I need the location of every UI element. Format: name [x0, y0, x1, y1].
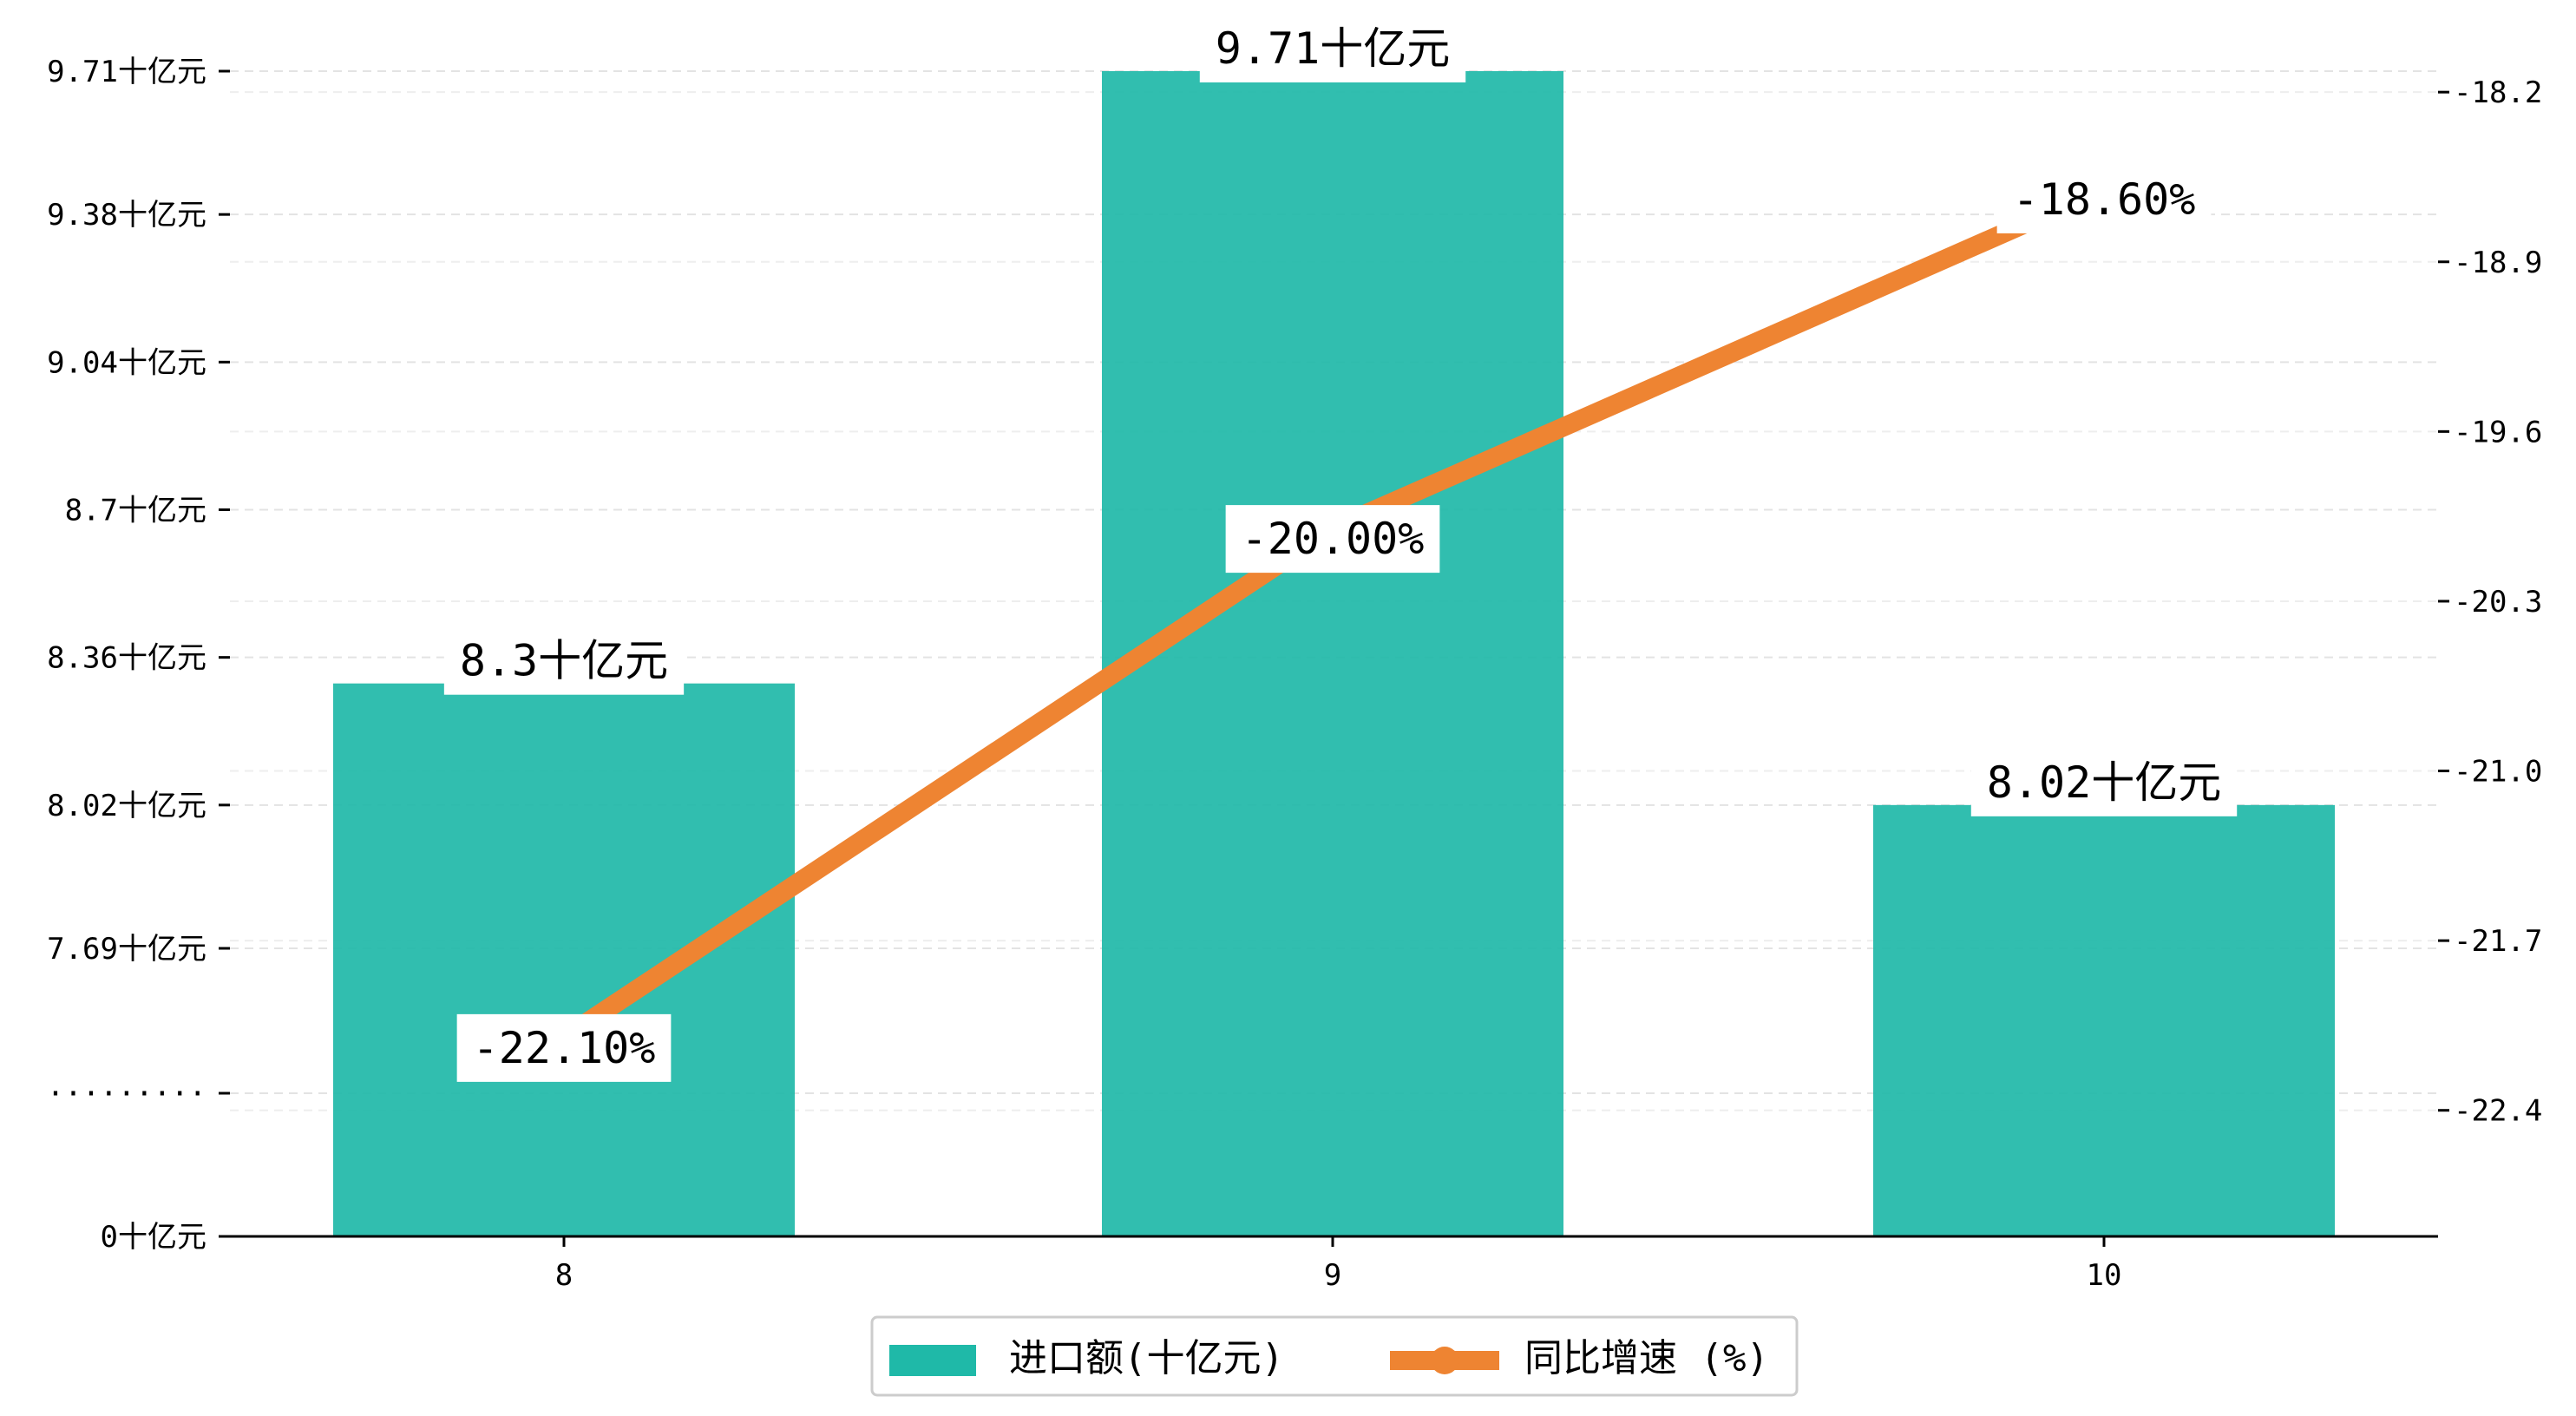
growth-value-label-9-box — [1225, 505, 1440, 574]
growth-value-label-10-box — [1996, 165, 2212, 233]
left-tick-label-1: ········· — [47, 1077, 206, 1111]
left-tick-label-2: 7.69十亿元 — [47, 932, 206, 967]
growth-value-label-8-box — [456, 1013, 672, 1082]
legend-box — [870, 1315, 1799, 1397]
right-tick-label-3: -20.3 — [2454, 585, 2542, 620]
left-tick-label-3: 8.02十亿元 — [47, 789, 206, 823]
bar-value-label-10-text: 8.02十亿元 — [1987, 757, 2221, 808]
right-tick-label-4: -19.6 — [2454, 415, 2542, 449]
bar-8 — [333, 683, 795, 1236]
left-tick-label-7: 9.38十亿元 — [47, 198, 206, 233]
growth-value-label-9-text: -20.00% — [1242, 514, 1425, 564]
bar-value-label-9: 9.71十亿元 — [1199, 15, 1466, 82]
growth-value-label-9: -20.00% — [1225, 505, 1440, 574]
bar-value-label-10: 8.02十亿元 — [1970, 748, 2238, 816]
left-tick-label-6: 9.04十亿元 — [47, 345, 206, 380]
bar-value-label-8-box — [443, 626, 685, 695]
bar-value-label-9-text: 9.71十亿元 — [1216, 23, 1450, 74]
bar-9 — [1102, 71, 1563, 1236]
x-tick-label-8: 8 — [555, 1258, 573, 1293]
growth-value-label-10-text: -18.60% — [2013, 174, 2196, 225]
bar-value-label-9-box — [1199, 15, 1466, 82]
bar-value-label-8-text: 8.3十亿元 — [460, 636, 668, 686]
legend-label-bar: 进口额(十亿元) — [1009, 1336, 1284, 1380]
right-tick-label-6: -18.2 — [2454, 75, 2542, 110]
right-tick-label-5: -18.9 — [2454, 246, 2542, 280]
x-tick-label-10: 10 — [2087, 1258, 2122, 1293]
bar-value-label-8: 8.3十亿元 — [443, 626, 685, 695]
growth-value-label-8: -22.10% — [456, 1013, 672, 1082]
legend-label-line: 同比增速 (%) — [1524, 1336, 1769, 1380]
left-tick-label-4: 8.36十亿元 — [47, 641, 206, 676]
left-tick-label-0: 0十亿元 — [101, 1220, 206, 1255]
bar-value-label-10-box — [1970, 748, 2238, 816]
right-tick-label-1: -21.7 — [2454, 924, 2542, 959]
right-tick-label-2: -21.0 — [2454, 755, 2542, 790]
legend-swatch-bar — [889, 1345, 976, 1376]
growth-value-label-8-text: -22.10% — [473, 1023, 656, 1073]
right-tick-label-0: -22.4 — [2454, 1094, 2542, 1129]
labels-layer: 8.3十亿元 9.71十亿元 8.02十亿元 -22.10% -20.00% -18.60… — [443, 15, 2238, 1082]
left-tick-label-8: 9.71十亿元 — [47, 55, 206, 89]
left-tick-label-5: 8.7十亿元 — [65, 494, 206, 528]
legend: 进口额(十亿元) 同比增速 (%) — [870, 1315, 1799, 1397]
growth-value-label-10: -18.60% — [1996, 165, 2212, 233]
axes-layer: 0十亿元 ········· 7.69十亿元 8.02十亿元 8.36十亿元 8.7十亿元… — [47, 55, 2543, 1293]
legend-swatch-marker — [1431, 1347, 1458, 1374]
x-tick-label-9: 9 — [1324, 1258, 1341, 1293]
bar-10 — [1873, 804, 2335, 1236]
bars-layer — [333, 71, 2335, 1236]
